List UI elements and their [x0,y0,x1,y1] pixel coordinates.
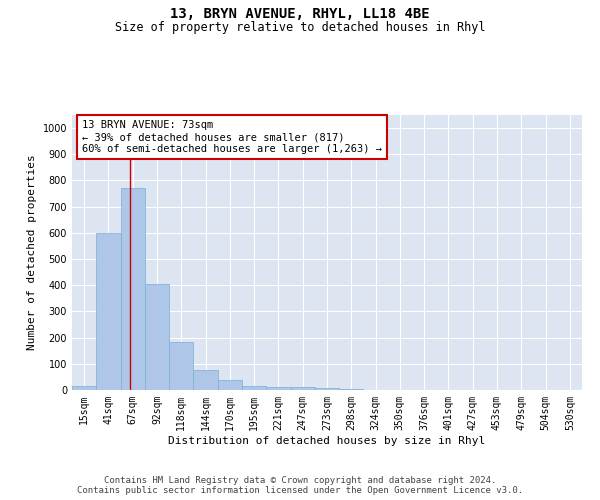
Bar [96,233,121,390]
Bar [290,388,315,390]
Bar [339,388,364,390]
Bar [193,370,218,390]
Bar [266,387,290,390]
Bar [145,284,169,390]
Text: Contains HM Land Registry data © Crown copyright and database right 2024.
Contai: Contains HM Land Registry data © Crown c… [77,476,523,495]
Bar [315,388,339,390]
Bar [121,188,145,390]
Bar [242,386,266,390]
Text: 13 BRYN AVENUE: 73sqm
← 39% of detached houses are smaller (817)
60% of semi-det: 13 BRYN AVENUE: 73sqm ← 39% of detached … [82,120,382,154]
Bar [218,380,242,390]
X-axis label: Distribution of detached houses by size in Rhyl: Distribution of detached houses by size … [169,436,485,446]
Text: Size of property relative to detached houses in Rhyl: Size of property relative to detached ho… [115,21,485,34]
Text: 13, BRYN AVENUE, RHYL, LL18 4BE: 13, BRYN AVENUE, RHYL, LL18 4BE [170,8,430,22]
Bar [72,386,96,390]
Y-axis label: Number of detached properties: Number of detached properties [27,154,37,350]
Bar [169,342,193,390]
